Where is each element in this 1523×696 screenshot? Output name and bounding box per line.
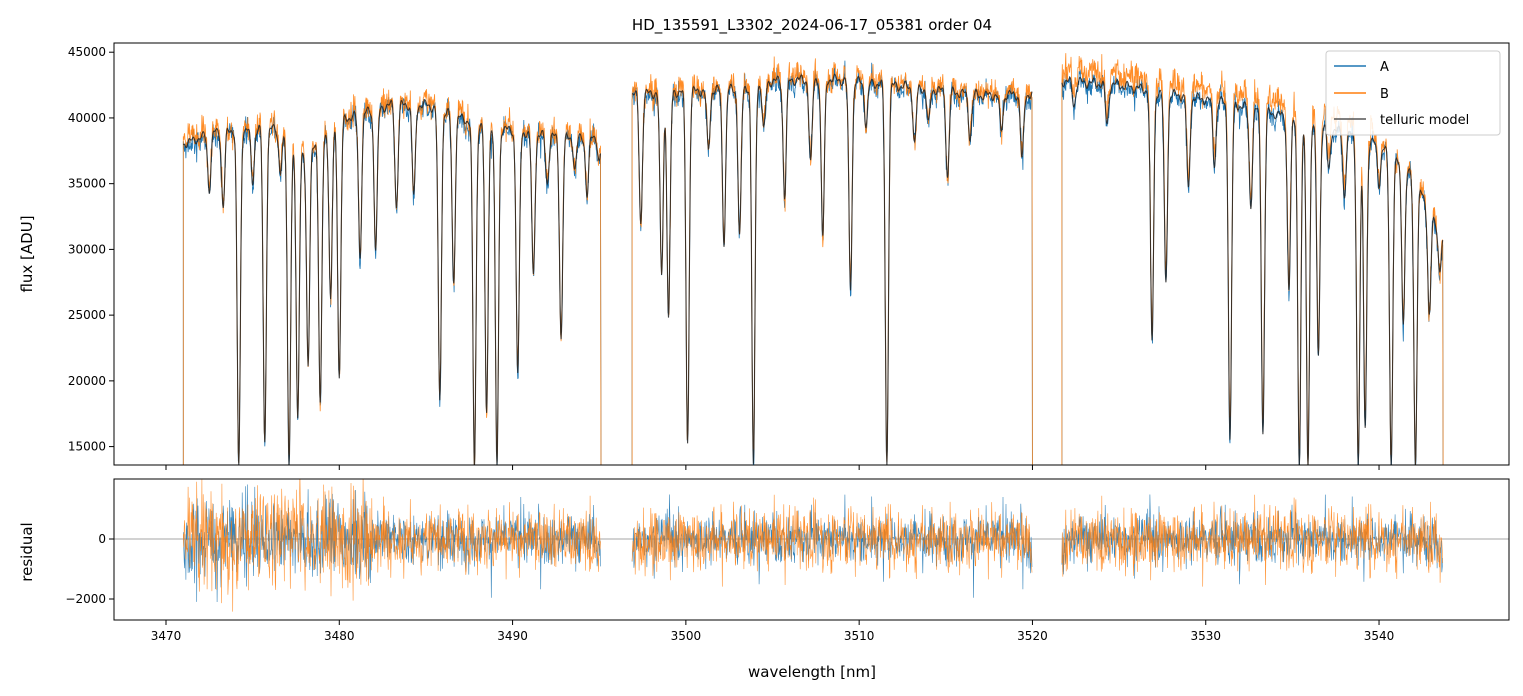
residual-y-tick-label: −2000 xyxy=(65,592,106,606)
residual-y-tick-label: 0 xyxy=(98,532,106,546)
flux-y-tick-label: 20000 xyxy=(68,374,106,388)
flux-y-tick-label: 30000 xyxy=(68,242,106,256)
legend-box xyxy=(1325,50,1501,136)
flux-y-tick-label: 45000 xyxy=(68,45,106,59)
flux-y-tick-label: 35000 xyxy=(68,177,106,191)
telluric-model-segment-1 xyxy=(182,99,602,465)
flux-series-group xyxy=(182,53,1444,465)
residual-x-tick-label: 3480 xyxy=(324,629,355,643)
legend: A B telluric model xyxy=(1325,50,1501,136)
residual-x-tick-label: 3490 xyxy=(497,629,528,643)
residual-y-ticks: −2000 0 xyxy=(65,532,114,606)
residual-series-group xyxy=(114,479,1509,612)
residual-x-tick-label: 3540 xyxy=(1364,629,1395,643)
residual-x-tick-label: 3530 xyxy=(1190,629,1221,643)
flux-y-ticks: 15000 20000 25000 30000 35000 40000 45000 xyxy=(68,45,114,454)
residual-series-b-segment-2 xyxy=(631,494,1033,587)
residual-series-b-segment-1 xyxy=(183,479,601,612)
residual-x-tick-label: 3500 xyxy=(671,629,702,643)
flux-panel: 15000 20000 25000 30000 35000 40000 45000 flux… xyxy=(18,42,1510,470)
telluric-model-segment-2 xyxy=(631,73,1033,465)
residual-axes-frame xyxy=(113,478,1510,621)
legend-label-b: B xyxy=(1380,87,1389,102)
legend-label-a: A xyxy=(1380,60,1389,75)
flux-y-tick-label: 15000 xyxy=(68,440,106,454)
residual-x-tick-label: 3510 xyxy=(844,629,875,643)
flux-y-tick-label: 40000 xyxy=(68,111,106,125)
telluric-model-segment-3 xyxy=(1061,76,1444,465)
flux-y-tick-label: 25000 xyxy=(68,308,106,322)
residual-x-tick-label: 3470 xyxy=(151,629,182,643)
flux-y-axis-label: flux [ADU] xyxy=(18,215,36,292)
legend-label-telluric: telluric model xyxy=(1380,113,1469,128)
residual-series-b-segment-3 xyxy=(1061,494,1443,587)
x-axis-label: wavelength [nm] xyxy=(748,663,876,681)
residual-x-tick-label: 3520 xyxy=(1017,629,1048,643)
residual-y-axis-label: residual xyxy=(18,522,36,581)
flux-x-ticks xyxy=(165,465,1380,470)
residual-panel: −20000 3470 3480 3490 3500 3510 3520 3530 3540 … xyxy=(18,478,1510,681)
flux-axes-frame xyxy=(113,42,1510,466)
residual-x-ticks: 3470 3480 3490 3500 3510 3520 3530 3540 xyxy=(151,620,1395,643)
chart-title: HD_135591_L3302_2024-06-17_05381 order 0… xyxy=(632,16,992,35)
